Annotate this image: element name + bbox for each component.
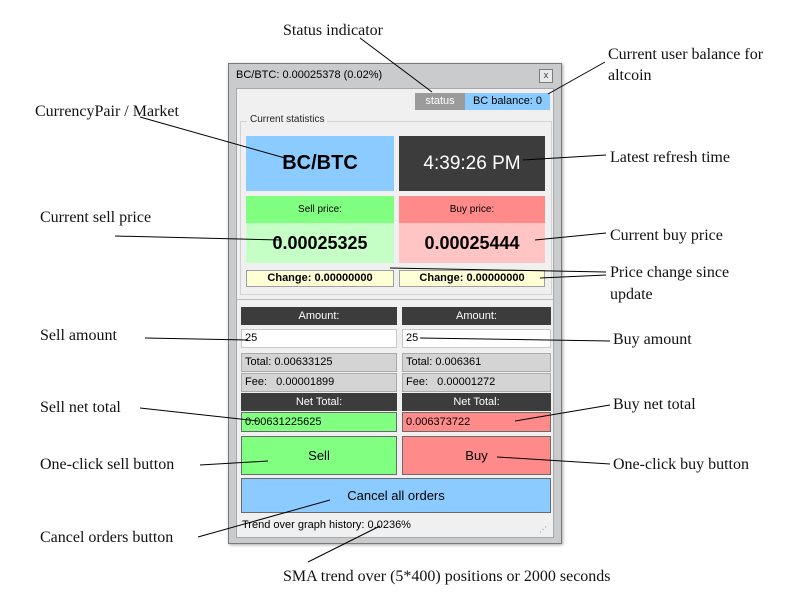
annotation-sell-price: Current sell price [40, 209, 152, 226]
annotation-sell-button: One-click sell button [40, 456, 175, 473]
buy-price-change: Change: 0.00000000 [399, 270, 545, 287]
annotation-sell-amount: Sell amount [40, 327, 117, 344]
statistics-group [240, 121, 552, 295]
buy-price-value: 0.00025444 [399, 223, 545, 263]
refresh-time: 4:39:26 PM [399, 136, 545, 191]
annotation-buy-amount: Buy amount [613, 331, 692, 348]
statistics-group-label: Current statistics [247, 114, 328, 125]
buy-fee: Fee: 0.00001272 [402, 373, 551, 392]
buy-net-total-value: 0.006373722 [402, 412, 551, 432]
annotation-refresh-time: Latest refresh time [610, 149, 730, 166]
sell-price-change: Change: 0.00000000 [246, 270, 394, 287]
annotation-status-indicator: Status indicator [283, 22, 383, 39]
annotation-balance-line2: altcoin [608, 67, 652, 84]
sell-amount-input[interactable]: 25 [241, 329, 397, 348]
window-title: BC/BTC: 0.00025378 (0.02%) [236, 69, 383, 81]
trend-readout: Trend over graph history: 0.0236% [242, 519, 411, 531]
annotation-balance-line1: Current user balance for [608, 46, 764, 63]
annotation-buy-price: Current buy price [610, 227, 723, 244]
client-area: status BC balance: 0 Current statistics … [236, 88, 554, 538]
trading-window: BC/BTC: 0.00025378 (0.02%) x status BC b… [228, 63, 562, 544]
annotation-buy-button: One-click buy button [613, 456, 749, 473]
annotation-cancel-button: Cancel orders button [40, 529, 174, 546]
currency-pair: BC/BTC [246, 136, 394, 191]
buy-amount-label: Amount: [402, 307, 551, 325]
sell-net-total-value: 0.00631225625 [241, 412, 397, 432]
annotation-currency-pair: CurrencyPair / Market [35, 103, 179, 120]
status-indicator: status [415, 93, 465, 110]
annotation-sma-trend: SMA trend over (5*400) positions or 2000… [283, 568, 611, 585]
sell-fee: Fee: 0.00001899 [241, 373, 397, 392]
sell-amount-label: Amount: [241, 307, 397, 325]
cancel-all-orders-button[interactable]: Cancel all orders [241, 478, 551, 513]
sell-total: Total: 0.00633125 [241, 353, 397, 372]
buy-net-total-label: Net Total: [402, 393, 551, 411]
annotation-buy-net-total: Buy net total [613, 396, 696, 413]
sell-price-label: Sell price: [246, 196, 394, 223]
divider [237, 299, 553, 300]
buy-price-label: Buy price: [399, 196, 545, 223]
balance-display: BC balance: 0 [465, 93, 550, 110]
annotation-sell-net-total: Sell net total [40, 399, 121, 416]
buy-amount-input[interactable]: 25 [402, 329, 551, 348]
sell-price-value: 0.00025325 [246, 223, 394, 263]
close-icon[interactable]: x [539, 69, 553, 83]
resize-grip-icon[interactable]: ⋰ [539, 525, 547, 534]
annotation-price-change-line1: Price change since [610, 264, 730, 281]
sell-button[interactable]: Sell [241, 436, 397, 475]
buy-button[interactable]: Buy [402, 436, 551, 475]
annotation-price-change-line2: update [610, 286, 653, 303]
sell-net-total-label: Net Total: [241, 393, 397, 411]
buy-total: Total: 0.006361 [402, 353, 551, 372]
